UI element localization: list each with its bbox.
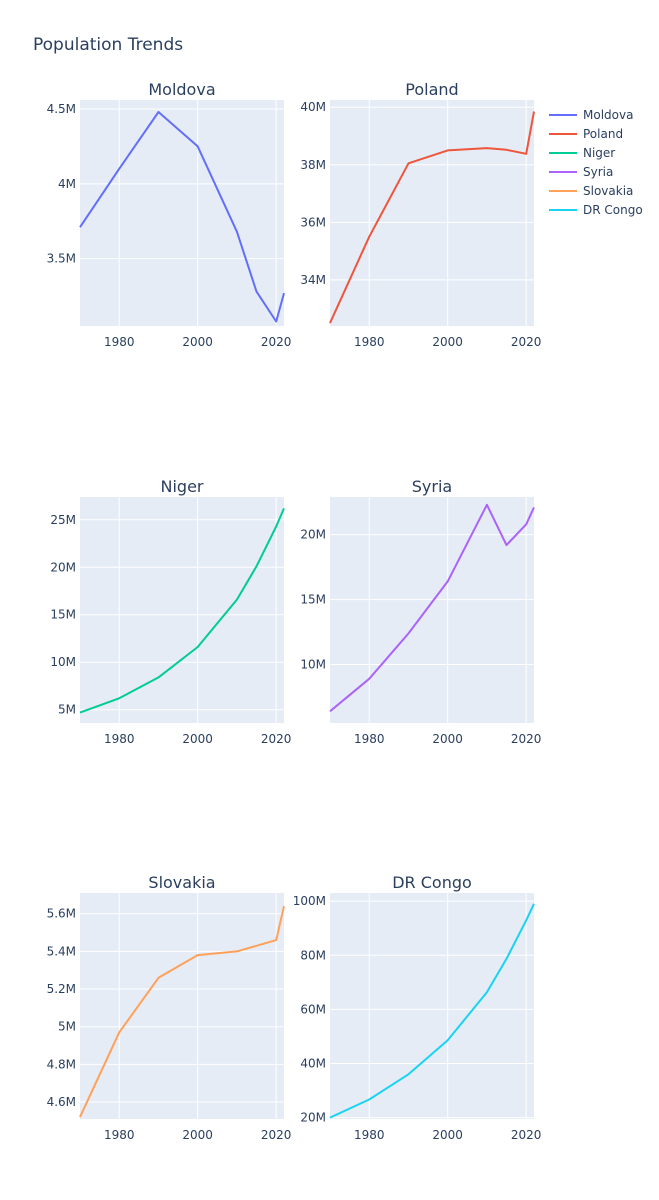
niger-y-tick-label: 20M: [50, 560, 76, 574]
slovakia-x-tick-label: 2000: [182, 1128, 213, 1142]
poland-x-tick-label: 2000: [432, 335, 463, 349]
slovakia-y-tick-label: 4.6M: [47, 1095, 76, 1109]
poland-x-tick-label: 2020: [511, 335, 542, 349]
subplots: 1980 2000 2020 3.5M 4M 4.5M Moldova 1980 2000 202…: [47, 80, 542, 1142]
niger-y-tick-label: 25M: [50, 513, 76, 527]
syria-plot-area: [330, 497, 534, 723]
slovakia-y-tick-label: 5M: [58, 1020, 76, 1034]
niger-series-line[interactable]: [79, 508, 285, 714]
syria-x-tick-label: 1980: [354, 732, 385, 746]
legend-item-slovakia[interactable]: Slovakia: [549, 184, 633, 198]
legend-item-dr-congo[interactable]: DR Congo: [549, 203, 643, 217]
syria-y-tick-label: 20M: [300, 528, 326, 542]
syria-series-line[interactable]: [329, 503, 535, 713]
poland-subplot-title: Poland: [405, 80, 458, 99]
poland-y-tick-label: 40M: [300, 100, 326, 114]
legend-label: Niger: [583, 146, 615, 160]
slovakia-y-tick-label: 5.4M: [47, 944, 76, 958]
syria-y-tick-label: 10M: [300, 658, 326, 672]
dr-congo-x-tick-label: 2020: [511, 1128, 542, 1142]
legend-label: Poland: [583, 127, 623, 141]
slovakia-plot-area: [80, 893, 284, 1119]
slovakia-y-tick-label: 4.8M: [47, 1057, 76, 1071]
poland-x-tick-label: 1980: [354, 335, 385, 349]
poland-y-tick-label: 36M: [300, 215, 326, 229]
niger-x-tick-label: 1980: [104, 732, 135, 746]
legend-label: Moldova: [583, 108, 633, 122]
syria-x-tick-label: 2000: [432, 732, 463, 746]
dr-congo-x-tick-label: 1980: [354, 1128, 385, 1142]
legend-label: Syria: [583, 165, 613, 179]
syria-y-tick-label: 15M: [300, 593, 326, 607]
syria-x-tick-label: 2020: [511, 732, 542, 746]
legend-label: DR Congo: [583, 203, 643, 217]
moldova-x-tick-label: 2000: [182, 335, 213, 349]
subplot-niger: 1980 2000 2020 5M 10M 15M 20M 25M Niger: [50, 477, 291, 746]
moldova-series-line[interactable]: [79, 111, 285, 323]
niger-y-tick-label: 15M: [50, 608, 76, 622]
subplot-syria: 1980 2000 2020 10M 15M 20M Syria: [300, 477, 541, 746]
dr-congo-series-line[interactable]: [329, 903, 535, 1119]
legend-item-syria[interactable]: Syria: [549, 165, 613, 179]
poland-plot-area: [330, 100, 534, 326]
dr-congo-plot-area: [330, 893, 534, 1119]
slovakia-x-tick-label: 2020: [261, 1128, 292, 1142]
moldova-plot-area: [80, 100, 284, 326]
dr-congo-y-tick-label: 60M: [300, 1002, 326, 1016]
legend-label: Slovakia: [583, 184, 633, 198]
moldova-y-tick-label: 4.5M: [47, 102, 76, 116]
slovakia-y-tick-label: 5.2M: [47, 982, 76, 996]
slovakia-x-tick-label: 1980: [104, 1128, 135, 1142]
niger-x-tick-label: 2000: [182, 732, 213, 746]
legend-item-niger[interactable]: Niger: [549, 146, 615, 160]
niger-x-tick-label: 2020: [261, 732, 292, 746]
legend-item-poland[interactable]: Poland: [549, 127, 623, 141]
slovakia-series-line[interactable]: [79, 905, 285, 1118]
dr-congo-y-tick-label: 40M: [300, 1057, 326, 1071]
dr-congo-y-tick-label: 100M: [293, 894, 326, 908]
moldova-subplot-title: Moldova: [148, 80, 215, 99]
figure-title: Population Trends: [33, 35, 183, 55]
subplot-moldova: 1980 2000 2020 3.5M 4M 4.5M Moldova: [47, 80, 292, 349]
niger-y-tick-label: 5M: [58, 703, 76, 717]
legend-item-moldova[interactable]: Moldova: [549, 108, 633, 122]
subplot-dr-congo: 1980 2000 2020 20M 40M 60M 80M 100M DR Congo: [293, 873, 542, 1142]
poland-y-tick-label: 34M: [300, 273, 326, 287]
subplot-poland: 1980 2000 2020 34M 36M 38M 40M Poland: [300, 80, 541, 349]
moldova-x-tick-label: 1980: [104, 335, 135, 349]
slovakia-y-tick-label: 5.6M: [47, 907, 76, 921]
slovakia-subplot-title: Slovakia: [148, 873, 215, 892]
moldova-y-tick-label: 3.5M: [47, 252, 76, 266]
poland-series-line[interactable]: [329, 111, 535, 324]
niger-subplot-title: Niger: [161, 477, 204, 496]
dr-congo-subplot-title: DR Congo: [392, 873, 472, 892]
dr-congo-x-tick-label: 2000: [432, 1128, 463, 1142]
poland-y-tick-label: 38M: [300, 158, 326, 172]
dr-congo-y-tick-label: 80M: [300, 948, 326, 962]
dr-congo-y-tick-label: 20M: [300, 1111, 326, 1125]
niger-y-tick-label: 10M: [50, 655, 76, 669]
moldova-x-tick-label: 2020: [261, 335, 292, 349]
niger-plot-area: [80, 497, 284, 723]
subplot-slovakia: 1980 2000 2020 4.6M 4.8M 5M 5.2M 5.4M 5.6M Slovak…: [47, 873, 292, 1142]
moldova-y-tick-label: 4M: [58, 177, 76, 191]
syria-subplot-title: Syria: [412, 477, 452, 496]
legend[interactable]: Moldova Poland Niger Syria Slovakia DR Congo: [549, 108, 643, 217]
